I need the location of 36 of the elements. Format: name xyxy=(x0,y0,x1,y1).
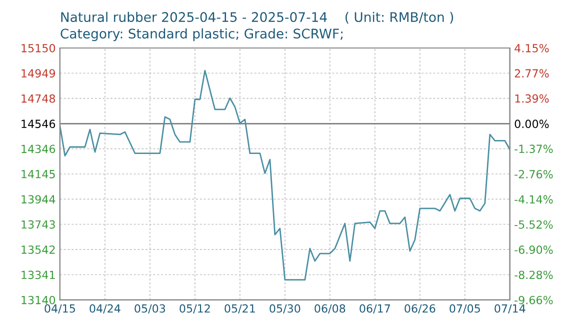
y-tick-label: 14346 xyxy=(22,144,56,154)
x-tick-label: 05/30 xyxy=(270,304,300,314)
y-tick-label: 13743 xyxy=(22,220,55,229)
x-tick-label: 06/26 xyxy=(404,304,436,314)
x-tick-label: 07/14 xyxy=(494,304,526,314)
y2-tick-label: -6.90% xyxy=(514,246,553,254)
y2-tick-label: -5.52% xyxy=(514,220,553,229)
y2-tick-label: 2.77% xyxy=(514,69,549,78)
y2-tick-label: 0.00% xyxy=(514,120,549,128)
x-tick-label: 07/05 xyxy=(450,304,480,314)
y-tick-label: 15150 xyxy=(22,44,56,52)
y-tick-label: 13542 xyxy=(22,245,55,254)
y-tick-label: 14546 xyxy=(22,120,56,128)
x-tick-label: 04/24 xyxy=(90,304,120,314)
x-tick-label: 06/08 xyxy=(314,304,346,314)
y-tick-label: 13140 xyxy=(22,296,56,304)
y2-tick-label: -4.14% xyxy=(514,195,553,204)
chart-subtitle: Category: Standard plastic; Grade: SCRWF; xyxy=(60,28,342,42)
y-tick-label: 14145 xyxy=(22,170,55,178)
x-tick-label: 06/17 xyxy=(360,304,390,314)
x-tick-label: 04/15 xyxy=(44,304,75,314)
line-series xyxy=(60,70,510,281)
y2-tick-label: 4.15% xyxy=(514,44,549,52)
y-tick-label: 14949 xyxy=(22,69,56,78)
y2-tick-label: 1.39% xyxy=(515,94,549,103)
y-tick-label: 13944 xyxy=(22,195,56,204)
chart-title: Natural rubber 2025-04-15 - 2025-07-14 ( Unit: RMB/ton ) xyxy=(61,12,454,24)
y-tick-label: 13341 xyxy=(22,270,55,280)
x-tick-label: 05/12 xyxy=(180,304,210,314)
y2-tick-label: -2.76% xyxy=(514,170,553,178)
x-tick-label: 05/03 xyxy=(134,304,166,314)
y2-tick-label: -8.28% xyxy=(514,270,553,280)
y2-tick-label: -9.66% xyxy=(514,296,553,304)
y2-tick-label: -1.37% xyxy=(514,144,553,154)
x-tick-label: 05/21 xyxy=(224,304,255,314)
y-tick-label: 14748 xyxy=(22,94,56,103)
